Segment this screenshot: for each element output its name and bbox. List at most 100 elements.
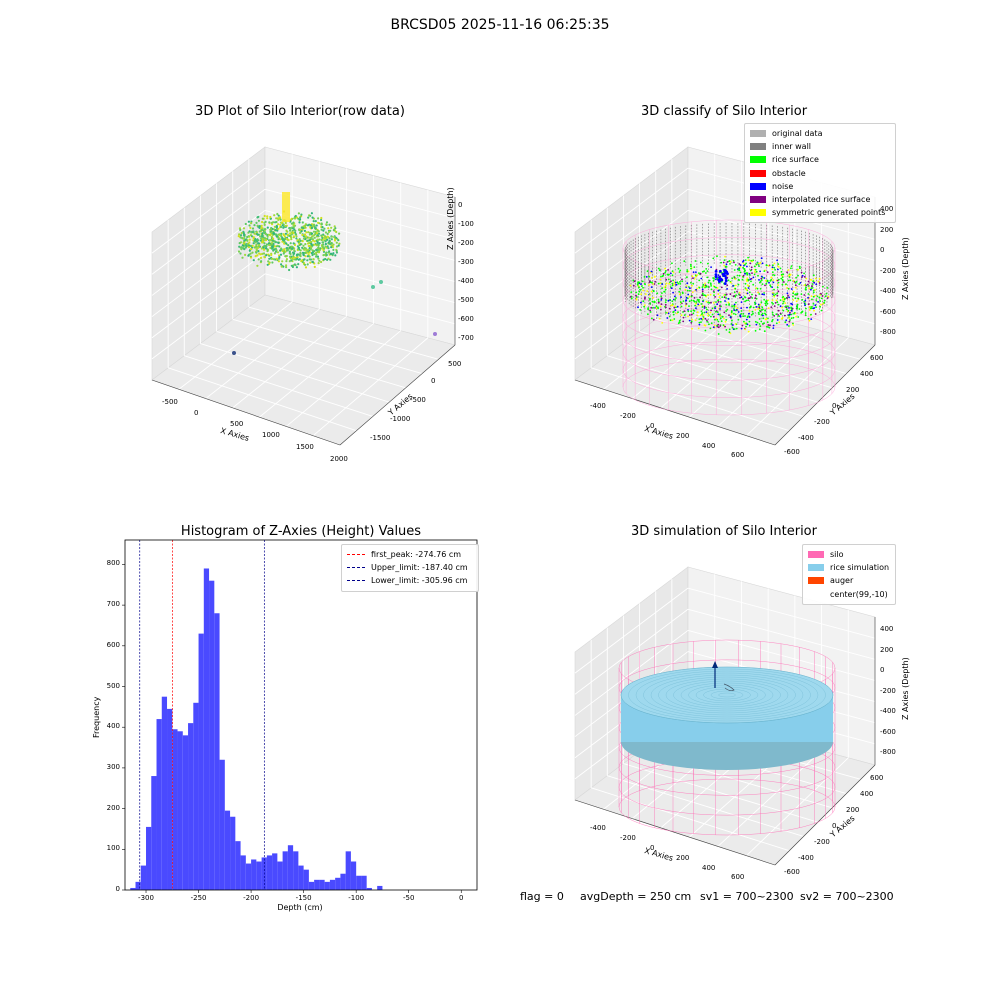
histogram-bar <box>340 873 346 890</box>
classify-legend: original data inner wall rice surface obsta… <box>744 123 896 224</box>
simulation-z-tick-label: 0 <box>880 666 885 674</box>
histogram-bar <box>361 875 367 890</box>
simulation-y-tick-label: -200 <box>814 838 830 846</box>
raw-y-tick-label: -1000 <box>390 415 411 423</box>
legend-entry: original data <box>750 127 890 140</box>
legend-entry: Lower_limit: -305.96 cm <box>347 574 473 587</box>
histogram-bar <box>277 861 283 890</box>
outlier-point <box>433 332 437 336</box>
raw-z-tick-label: -200 <box>458 239 474 247</box>
histogram-bar <box>146 826 152 890</box>
legend-entry: center(99,-10) <box>808 588 890 601</box>
legend-entry: inner wall <box>750 140 890 153</box>
classify-x-tick-label: 400 <box>702 442 716 450</box>
histogram-y-tick-label: 800 <box>106 559 120 568</box>
histogram-bar <box>203 568 210 890</box>
histogram-x-tick-label: -200 <box>243 894 260 902</box>
simulation-z-tick-label: -200 <box>880 686 896 695</box>
raw-z-tick-label: -700 <box>458 334 474 342</box>
histogram-bar <box>366 887 372 890</box>
avg-depth-status: avgDepth = 250 cm <box>580 890 692 903</box>
histogram-bar <box>240 855 246 890</box>
histogram-bar <box>167 708 173 890</box>
simulation-y-tick-label: -400 <box>798 854 814 862</box>
histogram-bar <box>245 863 252 890</box>
figure-title: BRCSD05 2025-11-16 06:25:35 <box>390 17 610 33</box>
classify-z-tick-label: -600 <box>880 307 896 316</box>
histogram-bar <box>182 735 189 890</box>
simulation-y-tick-label: 0 <box>832 822 837 830</box>
raw-x-tick-label: 0 <box>194 409 199 417</box>
legend-entry: silo <box>808 548 890 561</box>
legend-label: silo <box>830 550 844 560</box>
histogram-bar <box>350 861 357 890</box>
classify-y-tick-label: 600 <box>870 354 884 362</box>
histogram-bar <box>329 879 336 890</box>
legend-swatch <box>750 182 766 190</box>
outlier-point <box>379 280 383 284</box>
classify-z-tick-label: 200 <box>880 225 894 234</box>
simulation-z-tick-label: 400 <box>880 625 894 633</box>
histogram-title: Histogram of Z-Axies (Height) Values <box>180 524 422 539</box>
classify-z-tick-label: -400 <box>880 287 896 295</box>
simulation-y-tick-label: -600 <box>784 868 800 876</box>
legend-line-swatch <box>347 567 365 569</box>
raw-y-tick-label: 500 <box>448 360 462 368</box>
legend-line-swatch <box>347 554 365 556</box>
histogram-bar <box>314 879 320 890</box>
legend-swatch <box>750 130 766 138</box>
classify-plot-title: 3D classify of Silo Interior <box>640 104 808 119</box>
histogram-y-tick-label: 600 <box>106 640 120 649</box>
raw-z-tick-label: -300 <box>458 258 474 266</box>
legend-entry: Upper_limit: -187.40 cm <box>347 561 473 574</box>
outlier-point <box>232 351 236 355</box>
sv1-status: sv1 = 700~2300 <box>700 890 794 903</box>
raw-3d-axes <box>151 146 456 446</box>
raw-point-cloud <box>232 192 437 355</box>
histogram-x-axis-label: Depth (cm) <box>277 903 323 912</box>
histogram-bar <box>324 881 330 890</box>
simulation-y-tick-label: 400 <box>860 790 874 798</box>
legend-swatch <box>750 196 766 204</box>
raw-y-tick-label: 0 <box>431 377 436 385</box>
histogram-bar <box>172 729 178 890</box>
legend-entry: symmetric generated points <box>750 206 890 219</box>
legend-entry: obstacle <box>750 167 890 180</box>
classify-y-tick-label: 400 <box>860 370 874 378</box>
histogram-bar <box>308 881 315 890</box>
histogram-bar <box>345 851 351 890</box>
histogram-bar <box>287 845 294 890</box>
histogram-y-tick-label: 100 <box>106 844 120 853</box>
legend-swatch <box>750 209 766 217</box>
histogram-bar <box>377 885 383 890</box>
simulation-plot-title: 3D simulation of Silo Interior <box>631 524 817 539</box>
classify-x-tick-label: 200 <box>676 432 690 440</box>
raw-x-tick-label: -500 <box>162 398 178 406</box>
histogram-x-tick-label: 0 <box>459 894 464 902</box>
simulation-y-tick-label: 200 <box>846 806 860 814</box>
outlier-point <box>371 285 375 289</box>
histogram-bar <box>356 875 362 890</box>
histogram-bar <box>298 865 304 890</box>
legend-swatch <box>750 143 766 151</box>
classify-x-tick-label: -200 <box>620 412 636 420</box>
raw-z-tick-label: -100 <box>458 220 474 228</box>
classify-z-tick-label: -200 <box>880 266 896 275</box>
histogram-y-tick-label: 200 <box>106 803 120 812</box>
legend-entry: auger <box>808 574 890 587</box>
legend-label: center(99,-10) <box>830 589 888 599</box>
histogram-bar <box>219 759 225 890</box>
simulation-x-tick-label: -200 <box>620 834 636 842</box>
auger-marker <box>712 661 735 692</box>
histogram-bar <box>177 731 183 890</box>
sv2-status: sv2 = 700~2300 <box>800 890 894 903</box>
histogram-bar <box>214 613 220 890</box>
simulation-3d-axes <box>574 566 876 866</box>
histogram-bar <box>319 879 325 890</box>
histogram-x-tick-label: -300 <box>138 894 154 902</box>
histogram-bar <box>282 851 288 890</box>
histogram-bar <box>303 869 309 890</box>
histogram-bar <box>293 851 299 890</box>
simulation-x-tick-label: 600 <box>731 873 745 881</box>
